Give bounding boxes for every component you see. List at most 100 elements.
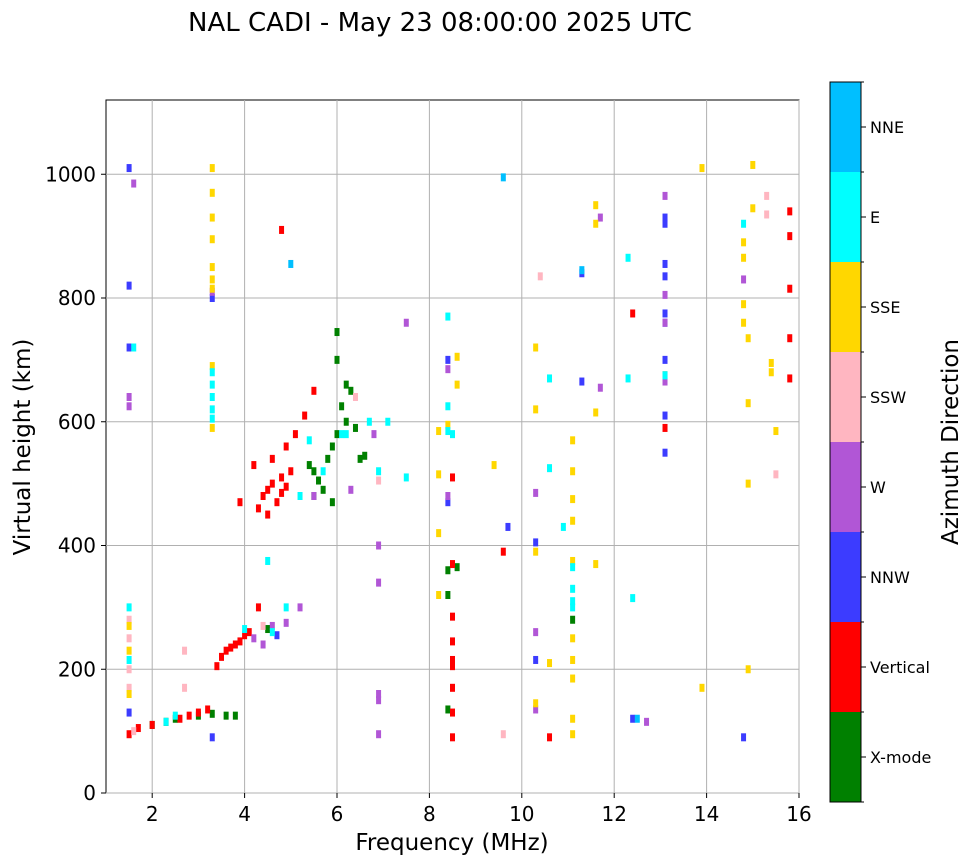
data-point-e [570,597,576,606]
data-point-e [126,655,132,664]
data-point-e [445,427,451,436]
data-point-ssw [126,683,132,692]
data-point-ssw [182,646,188,655]
data-point-sse [209,275,215,284]
data-point-w [371,430,377,439]
data-point-w [741,275,747,284]
data-point-x-mode [343,417,349,426]
y-axis-label: Virtual height (km) [10,339,36,556]
data-point-sse [773,427,779,436]
data-point-e [126,603,132,612]
data-point-ssw [764,210,770,219]
data-point-e [547,374,553,383]
y-tick-label: 1000 [45,162,96,186]
data-point-sse [741,238,747,247]
data-point-vertical [450,683,455,692]
data-point-vertical [450,637,455,646]
data-point-vertical [450,612,455,621]
data-point-sse [745,399,751,408]
x-tick-label: 12 [601,802,626,826]
data-point-e [741,219,747,228]
data-point-ssw [260,621,266,630]
data-point-e [172,711,178,720]
data-point-sse [741,253,747,262]
data-point-sse [533,343,539,352]
colorbar-swatch [830,622,861,712]
data-point-x-mode [362,451,368,460]
data-point-e [297,492,303,500]
data-point-sse [741,318,747,327]
data-point-sse [436,529,442,538]
data-point-nnw [662,213,668,222]
data-point-vertical [787,207,793,216]
data-point-w [126,393,132,401]
data-point-w [533,628,539,637]
data-point-x-mode [348,386,354,395]
data-point-vertical [255,504,261,513]
data-point-nnw [505,522,511,531]
data-point-x-mode [232,711,238,720]
x-tick-label: 6 [331,802,344,826]
colorbar-swatch [830,712,861,802]
data-point-vertical [219,652,224,661]
data-point-sse [570,730,576,739]
data-point-sse [454,352,460,361]
data-point-nne [288,259,294,268]
data-point-x-mode [316,476,322,485]
data-point-nnw [662,259,668,268]
data-point-sse [547,659,553,668]
data-point-e [242,625,248,634]
data-point-nnw [630,714,636,723]
data-point-sse [745,665,751,674]
data-point-vertical [500,547,506,556]
colorbar-label: Azimuth Direction [938,339,964,545]
data-point-sse [570,714,576,723]
data-point-w [445,492,451,500]
data-point-e [625,374,631,383]
data-point-w [662,191,668,200]
data-point-sse [745,334,751,343]
data-point-sse [768,358,774,367]
data-point-nnw [533,538,539,547]
colorbar-tick-label: X-mode [870,748,931,767]
data-point-vertical [126,730,132,739]
data-point-vertical [662,423,668,432]
y-tick-label: 0 [83,781,96,805]
colorbar-swatch [830,172,861,262]
data-point-nnw [533,655,539,664]
data-point-vertical [283,482,289,491]
data-point-sse [209,284,215,293]
data-point-w [662,377,668,386]
data-point-vertical [787,284,793,293]
data-point-nne [579,266,585,275]
y-tick-label: 400 [58,534,96,558]
data-point-sse [533,547,539,556]
data-point-w [126,402,132,411]
data-point-vertical [311,386,317,395]
data-point-sse [570,634,576,643]
data-point-sse [570,655,576,664]
data-point-vertical [274,498,280,507]
data-point-sse [491,461,497,470]
data-point-x-mode [454,563,460,572]
data-point-sse [209,164,215,173]
data-point-vertical [149,720,155,729]
data-point-sse [445,420,451,429]
colorbar-frame [829,81,862,803]
data-point-x-mode [570,615,576,624]
data-point-x-mode [334,328,340,337]
x-tick-label: 16 [786,802,811,826]
data-point-nnw [662,355,668,364]
data-point-nnw [126,281,132,290]
data-point-ssw [131,727,137,736]
data-point-nnw [662,448,668,457]
x-tick-label: 8 [423,802,436,826]
data-point-vertical [265,485,271,494]
data-point-vertical [214,662,220,671]
data-point-e [385,417,391,426]
data-point-e [209,414,215,423]
data-point-vertical [255,603,261,612]
data-point-x-mode [445,566,451,575]
data-point-vertical [450,655,455,664]
